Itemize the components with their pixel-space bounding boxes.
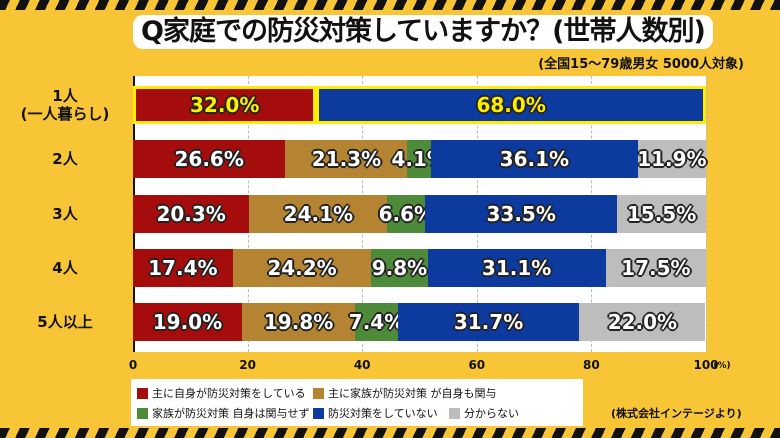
category-label-line: 3人 [52,205,78,223]
data-label: 6.6% [378,202,435,226]
data-label: 32.0% [189,93,260,117]
data-label: 22.0% [607,310,678,334]
bar-segment: 19.0% [133,303,242,341]
bar-segment: 17.4% [133,249,233,287]
category-label: 2人 [0,150,130,168]
category-label-line: 4人 [52,259,78,277]
source-note: (株式会社インテージより) [611,407,742,420]
data-label: 24.2% [267,256,337,280]
legend-swatch [313,407,324,419]
legend-label: 主に家族が防災対策 が自身も関与 [328,387,497,400]
x-tick-label: 0 [128,358,138,372]
bar-segment: 15.5% [617,195,706,233]
legend-label: 分からない [464,407,519,420]
category-label-line: 5人以上 [37,313,93,331]
bar-segment: 22.0% [579,303,706,341]
legend-swatch [137,387,148,399]
data-label: 9.8% [371,256,428,280]
data-label: 11.9% [637,147,707,171]
data-label: 68.0% [476,93,546,117]
bar-segment: 20.3% [133,195,250,233]
x-tick-label: 80 [583,358,600,372]
category-label: 5人以上 [0,313,130,331]
bar-segment: 26.6% [133,140,286,178]
data-label: 7.4% [348,310,405,334]
legend-item: 家族が防災対策 自身は関与せず [137,405,310,421]
bottom-hazard-stripe [0,428,780,438]
gridline [706,76,707,352]
category-label-line: 2人 [52,150,78,168]
legend: 主に自身が防災対策をしている 主に家族が防災対策 が自身も関与家族が防災対策 自身… [131,379,583,426]
data-label: 31.7% [453,310,524,334]
bar-segment: 24.1% [249,195,388,233]
x-tick-label: 20 [239,358,256,372]
category-label: 4人 [0,259,130,277]
data-label: 19.8% [263,310,334,334]
legend-swatch [313,387,324,399]
x-tick-label: 40 [353,358,371,372]
bar-segment: 11.9% [637,140,707,178]
data-label: 20.3% [156,202,226,226]
bar-segment: 31.7% [397,303,580,341]
bar-segment: 19.8% [241,303,356,341]
legend-item: 分からない [449,405,519,421]
data-label: 19.0% [152,310,223,334]
data-label: 15.5% [626,202,697,226]
legend-swatch [137,407,148,419]
data-label: 33.5% [486,202,556,226]
chart-subtitle: (全国15〜79歳男女 5000人対象) [538,57,744,72]
bar-segment: 36.1% [430,140,638,178]
data-label: 17.4% [148,256,218,280]
legend-item: 主に家族が防災対策 が自身も関与 [313,385,497,401]
x-tick-label: 60 [468,358,486,372]
x-unit-label: (%) [713,361,731,371]
data-label: 26.6% [174,147,244,171]
chart-title: Q家庭での防災対策していますか？(世帯人数別) [133,15,713,49]
plot-area: 32.0% 68.0% 26.6% 21.3% 4.1% 36.1% 11.9% 20.3% 2… [133,76,707,352]
bar-segment: 68.0% [316,86,706,124]
category-label-line: 1人 [52,87,78,105]
x-tick-label: 100 [693,358,719,372]
bar-segment: 24.2% [232,249,372,287]
bar-segment: 17.5% [605,249,706,287]
bar-segment: 21.3% [285,140,408,178]
category-label: 3人 [0,205,130,223]
data-label: 21.3% [311,147,382,171]
legend-label: 防災対策をしていない [328,407,438,420]
legend-item: 主に自身が防災対策をしている [137,385,306,401]
legend-item: 防災対策をしていない [313,405,438,421]
legend-label: 主に自身が防災対策をしている [152,387,306,400]
bar-segment: 7.4% [349,303,404,341]
legend-label: 家族が防災対策 自身は関与せず [152,407,310,420]
bar-segment: 6.6% [379,195,434,233]
bar-segment: 9.8% [371,249,428,287]
bar-segment: 31.1% [427,249,606,287]
bar-segment: 33.5% [425,195,618,233]
top-hazard-stripe [0,0,780,10]
data-label: 17.5% [621,256,691,280]
bar-segment: 32.0% [133,86,317,124]
legend-swatch [449,407,460,419]
data-label: 31.1% [481,256,552,280]
category-label-line: (一人暮らし) [20,105,110,123]
data-label: 24.1% [283,202,354,226]
category-label: 1人 (一人暮らし) [0,87,130,123]
bar-segment: 4.1% [391,140,447,178]
data-label: 36.1% [499,147,570,171]
